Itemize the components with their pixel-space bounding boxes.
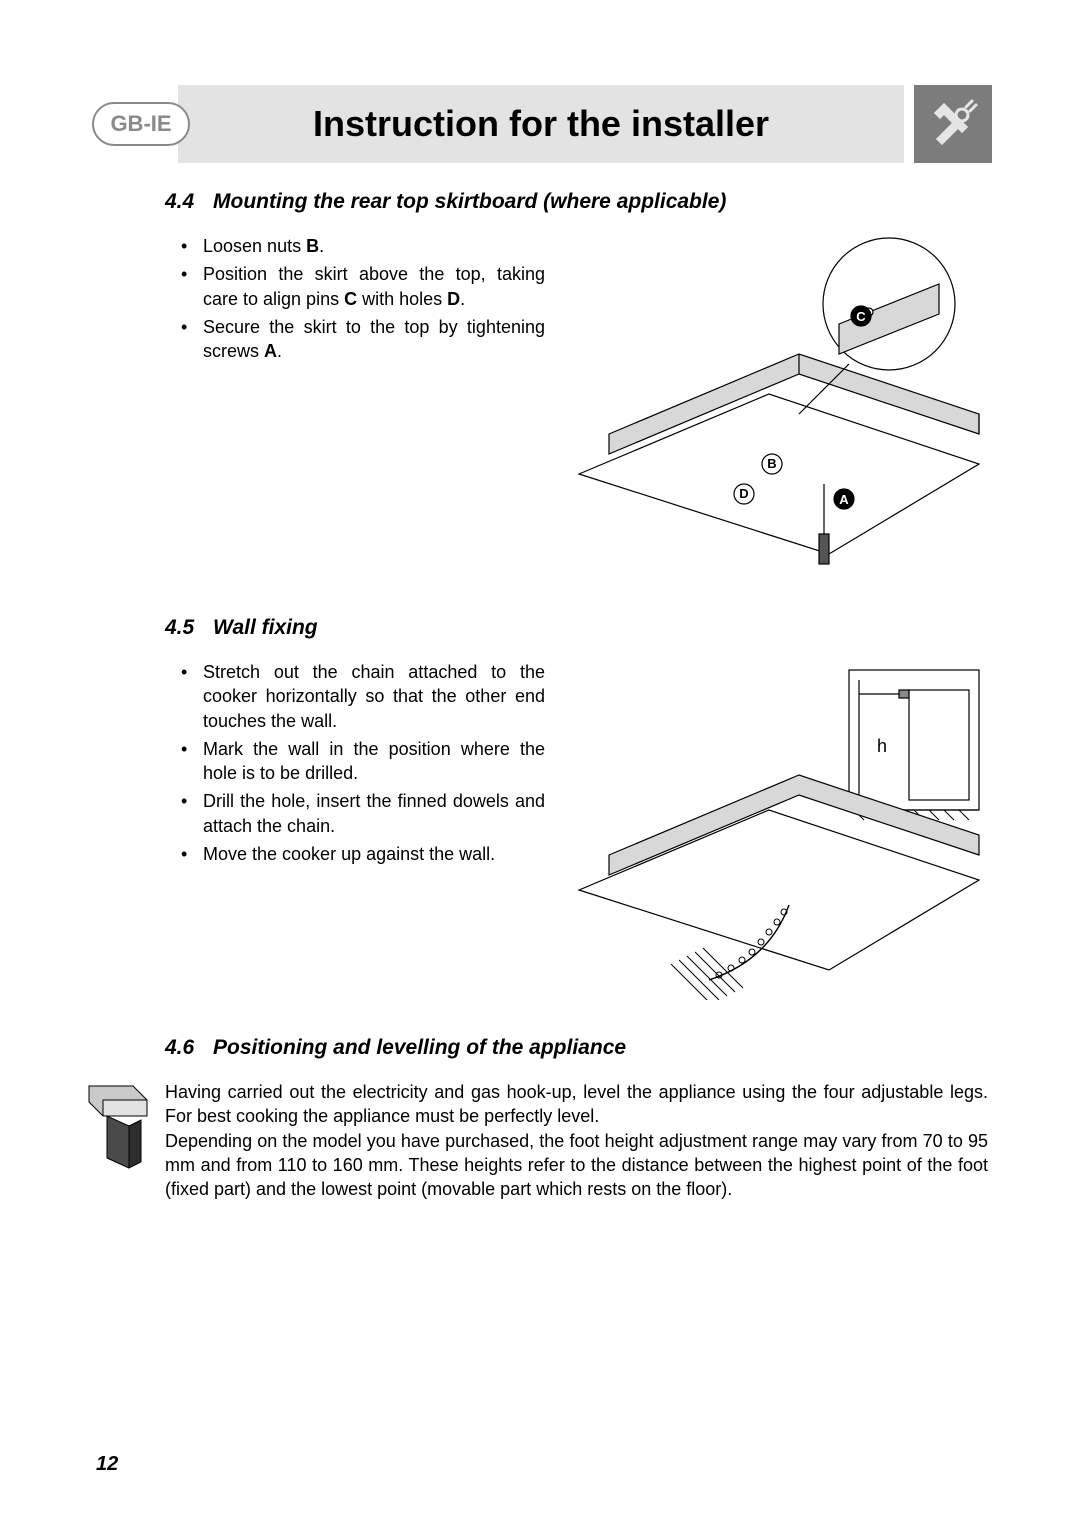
section-heading-4-5: 4.5Wall fixing	[165, 616, 988, 640]
page-content: 4.4Mounting the rear top skirtboard (whe…	[165, 190, 988, 1448]
figure-label-b: B	[767, 456, 776, 471]
page-header: GB-IE Instruction for the installer	[92, 84, 992, 164]
tools-icon	[914, 85, 992, 163]
figure-label-d: D	[739, 486, 748, 501]
title-bar: Instruction for the installer	[178, 85, 904, 163]
paragraph: Having carried out the electricity and g…	[165, 1080, 988, 1129]
list-item: Move the cooker up against the wall.	[203, 842, 545, 866]
section-heading-4-4: 4.4Mounting the rear top skirtboard (whe…	[165, 190, 988, 214]
section-number: 4.6	[165, 1036, 213, 1060]
paragraph: Depending on the model you have purchase…	[165, 1129, 988, 1202]
list-item: Stretch out the chain attached to the co…	[203, 660, 545, 733]
list-item: Loosen nuts B.	[203, 234, 545, 258]
figure-wall-fixing-diagram: h	[569, 660, 989, 1000]
section-number: 4.5	[165, 616, 213, 640]
figure-label-h: h	[877, 736, 887, 756]
list-item: Mark the wall in the position where the …	[203, 737, 545, 786]
section-4-5: 4.5Wall fixing Stretch out the chain att…	[165, 616, 988, 1000]
section-title: Wall fixing	[213, 616, 318, 639]
list-item: Drill the hole, insert the finned dowels…	[203, 789, 545, 838]
bullet-list-4-4: Loosen nuts B. Position the skirt above …	[165, 234, 545, 363]
section-title: Positioning and levelling of the applian…	[213, 1036, 626, 1059]
figure-label-c: C	[856, 309, 866, 324]
section-title: Mounting the rear top skirtboard (where …	[213, 190, 726, 213]
adjustable-leg-icon	[85, 1080, 153, 1170]
language-badge: GB-IE	[92, 102, 190, 146]
section-number: 4.4	[165, 190, 213, 214]
page-number: 12	[96, 1453, 118, 1476]
page-title: Instruction for the installer	[313, 103, 769, 145]
figure-label-a: A	[839, 492, 849, 507]
list-item: Secure the skirt to the top by tightenin…	[203, 315, 545, 364]
section-4-4: 4.4Mounting the rear top skirtboard (whe…	[165, 190, 988, 574]
section-heading-4-6: 4.6Positioning and levelling of the appl…	[165, 1036, 988, 1060]
figure-skirtboard-diagram: B D A C	[569, 234, 989, 574]
bullet-list-4-5: Stretch out the chain attached to the co…	[165, 660, 545, 866]
section-4-6: 4.6Positioning and levelling of the appl…	[165, 1036, 988, 1201]
list-item: Position the skirt above the top, taking…	[203, 262, 545, 311]
